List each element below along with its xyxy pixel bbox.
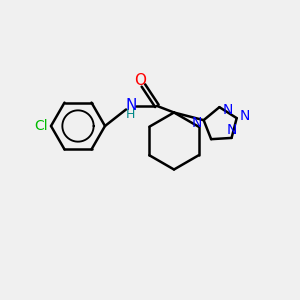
Text: Cl: Cl — [34, 119, 48, 133]
Text: N: N — [222, 103, 233, 117]
Text: N: N — [239, 109, 250, 123]
Text: N: N — [226, 123, 237, 137]
Text: N: N — [192, 116, 202, 130]
Text: N: N — [126, 98, 137, 113]
Text: O: O — [134, 73, 146, 88]
Text: H: H — [125, 108, 135, 122]
